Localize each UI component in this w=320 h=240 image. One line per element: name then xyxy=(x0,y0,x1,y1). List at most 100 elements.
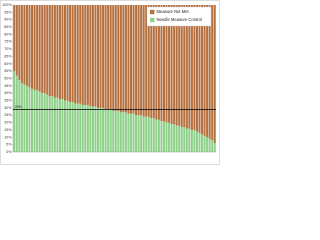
bar-segment xyxy=(183,5,186,128)
bar-segment xyxy=(213,143,216,152)
bar-segment xyxy=(140,5,143,116)
bar-segment xyxy=(84,104,87,152)
bar-segment xyxy=(51,5,54,97)
bar-segment xyxy=(53,5,56,98)
bar-segment xyxy=(135,5,138,116)
bar-segment xyxy=(20,5,23,83)
bar-segment xyxy=(173,5,176,125)
bar-segment xyxy=(13,5,16,72)
legend-label: Needle Measure Control xyxy=(157,17,202,22)
bar-segment xyxy=(213,5,216,144)
bar-segment xyxy=(175,125,178,152)
bar-segment xyxy=(48,96,51,152)
bar-segment xyxy=(71,5,74,103)
bar-segment xyxy=(180,127,183,152)
y-tick-label: 40% xyxy=(4,91,12,95)
bar-segment xyxy=(152,118,155,152)
bar-segment xyxy=(69,5,72,103)
bar-segment xyxy=(190,129,193,152)
y-tick-label: 30% xyxy=(4,106,12,110)
bar-segment xyxy=(112,110,115,152)
bar-segment xyxy=(56,5,59,98)
bar-segment xyxy=(195,131,198,152)
bar-segment xyxy=(170,124,173,152)
bar-segment xyxy=(206,137,209,152)
chart: 0% 5% 10% 15% 20% 25% 30% 35% 40% 45% 50% 55% 60% 65%… xyxy=(0,0,220,165)
bar-segment xyxy=(64,5,67,101)
bar-segment xyxy=(18,5,21,80)
y-tick-label: 45% xyxy=(4,84,12,88)
bar-segment xyxy=(193,5,196,130)
bar-segment xyxy=(18,79,21,152)
bar-segment xyxy=(33,90,36,152)
legend-swatch xyxy=(150,17,155,23)
bar-segment xyxy=(132,113,135,152)
bar-segment xyxy=(102,5,105,108)
bar-segment xyxy=(168,5,171,123)
bar-segment xyxy=(170,5,173,125)
bar-segment xyxy=(38,5,41,92)
bar-segment xyxy=(81,104,84,152)
bar-segment xyxy=(89,106,92,152)
bar-segment xyxy=(195,5,198,132)
bar-segment xyxy=(15,75,18,152)
bar-segment xyxy=(183,127,186,152)
bar-segment xyxy=(56,97,59,152)
bar-segment xyxy=(152,5,155,119)
bar-segment xyxy=(107,109,110,152)
bar-segment xyxy=(76,103,79,152)
bar-segment xyxy=(211,140,214,152)
bar-segment xyxy=(99,5,102,108)
bar-segment xyxy=(203,135,206,152)
bar-segment xyxy=(157,119,160,152)
bar-segment xyxy=(208,138,211,152)
bar-segment xyxy=(94,5,97,107)
bar-segment xyxy=(132,5,135,114)
bar-segment xyxy=(150,5,153,119)
bar-segment xyxy=(188,128,191,152)
bar-segment xyxy=(109,109,112,152)
bar-segment xyxy=(66,100,69,152)
bar-segment xyxy=(71,102,74,152)
bar-segment xyxy=(69,102,72,152)
y-tick-label: 5% xyxy=(6,143,12,147)
bar-segment xyxy=(79,5,82,104)
bar-segment xyxy=(23,5,26,85)
bar-segment xyxy=(25,85,28,152)
bar-segment xyxy=(162,5,165,122)
bar-segment xyxy=(150,118,153,152)
bar-segment xyxy=(157,5,160,120)
bar-segment xyxy=(168,122,171,152)
bar-segment xyxy=(122,5,125,113)
y-tick-label: 20% xyxy=(4,121,12,125)
y-tick-label: 65% xyxy=(4,54,12,58)
bar-segment xyxy=(129,5,133,114)
bar-segment xyxy=(31,88,34,152)
bar-segment xyxy=(25,5,28,86)
bar-segment xyxy=(28,5,31,88)
bar-segment xyxy=(15,5,18,76)
bar-segment xyxy=(135,115,138,152)
bar-segment xyxy=(43,93,46,152)
bar-segment xyxy=(109,5,112,110)
bar-segment xyxy=(140,115,143,152)
bar-segment xyxy=(107,5,110,110)
bar-segment xyxy=(173,124,176,152)
bar-segment xyxy=(175,5,178,126)
bar-segment xyxy=(112,5,115,111)
bar-segment xyxy=(66,5,69,101)
bar-segment xyxy=(104,5,107,110)
bar-segment xyxy=(127,5,130,114)
bar-segment xyxy=(41,5,44,94)
bar-segment xyxy=(188,5,191,129)
bar-segment xyxy=(124,5,127,113)
y-tick-label: 55% xyxy=(4,69,12,73)
bar-segment xyxy=(147,5,150,117)
bar-segment xyxy=(142,116,145,152)
y-tick-label: 95% xyxy=(4,10,12,14)
bar-segment xyxy=(76,5,79,104)
bar-segment xyxy=(36,90,39,152)
bar-segment xyxy=(96,107,100,152)
bar-segment xyxy=(33,5,36,91)
bar-segment xyxy=(114,110,117,152)
